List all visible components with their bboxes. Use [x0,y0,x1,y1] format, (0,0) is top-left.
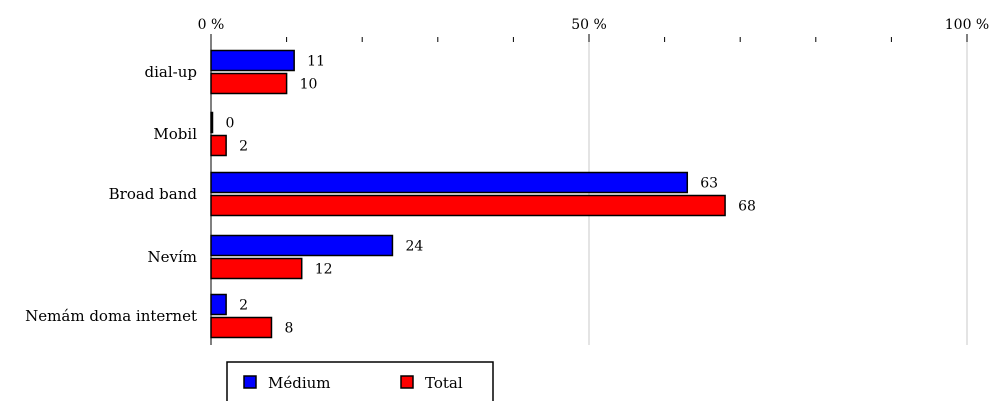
category-label-0: dial-up [145,63,197,81]
bar-Total-2 [210,194,726,217]
bar-Total-3 [210,257,303,280]
bar-Médium-3 [210,234,394,257]
bar-Total-4 [210,316,273,339]
bar-Médium-2 [210,171,689,194]
bar-Médium-0 [210,49,295,72]
data-label-Médium-3: 24 [405,239,423,255]
data-label-Médium-1: 0 [226,116,235,132]
legend-swatch-Médium [243,375,257,389]
legend-label-Total: Total [425,374,463,392]
category-label-2: Broad band [109,185,198,203]
bars [210,49,726,339]
data-label-Total-3: 12 [315,262,333,278]
data-label-Total-4: 8 [284,321,293,337]
bar-Médium-4 [210,293,227,316]
data-label-Médium-2: 63 [700,176,718,192]
bar-Total-1 [210,134,227,157]
x-tick-label-0: 0 % [198,17,225,33]
legend: Médium Total [226,361,494,401]
x-tick-label-50: 50 % [571,17,607,33]
x-axis-ticks [210,34,968,42]
gridlines [588,42,968,345]
data-label-Total-1: 2 [239,139,248,155]
data-label-Médium-0: 11 [307,54,325,70]
category-label-1: Mobil [153,125,197,143]
x-axis-tick-labels: 0 % 50 % 100 % [198,17,990,33]
legend-box [226,361,494,401]
legend-label-Médium: Médium [268,374,331,392]
category-labels: dial-up Mobil Broad band Nevím Nemám doma in… [25,63,197,325]
category-label-3: Nevím [148,248,198,266]
data-label-Total-0: 10 [300,77,318,93]
data-label-Total-2: 68 [738,199,756,215]
legend-swatch-Total [400,375,414,389]
category-label-4: Nemám doma internet [25,307,197,325]
bar-Total-0 [210,72,288,95]
data-label-Médium-4: 2 [239,298,248,314]
x-tick-label-100: 100 % [945,17,989,33]
